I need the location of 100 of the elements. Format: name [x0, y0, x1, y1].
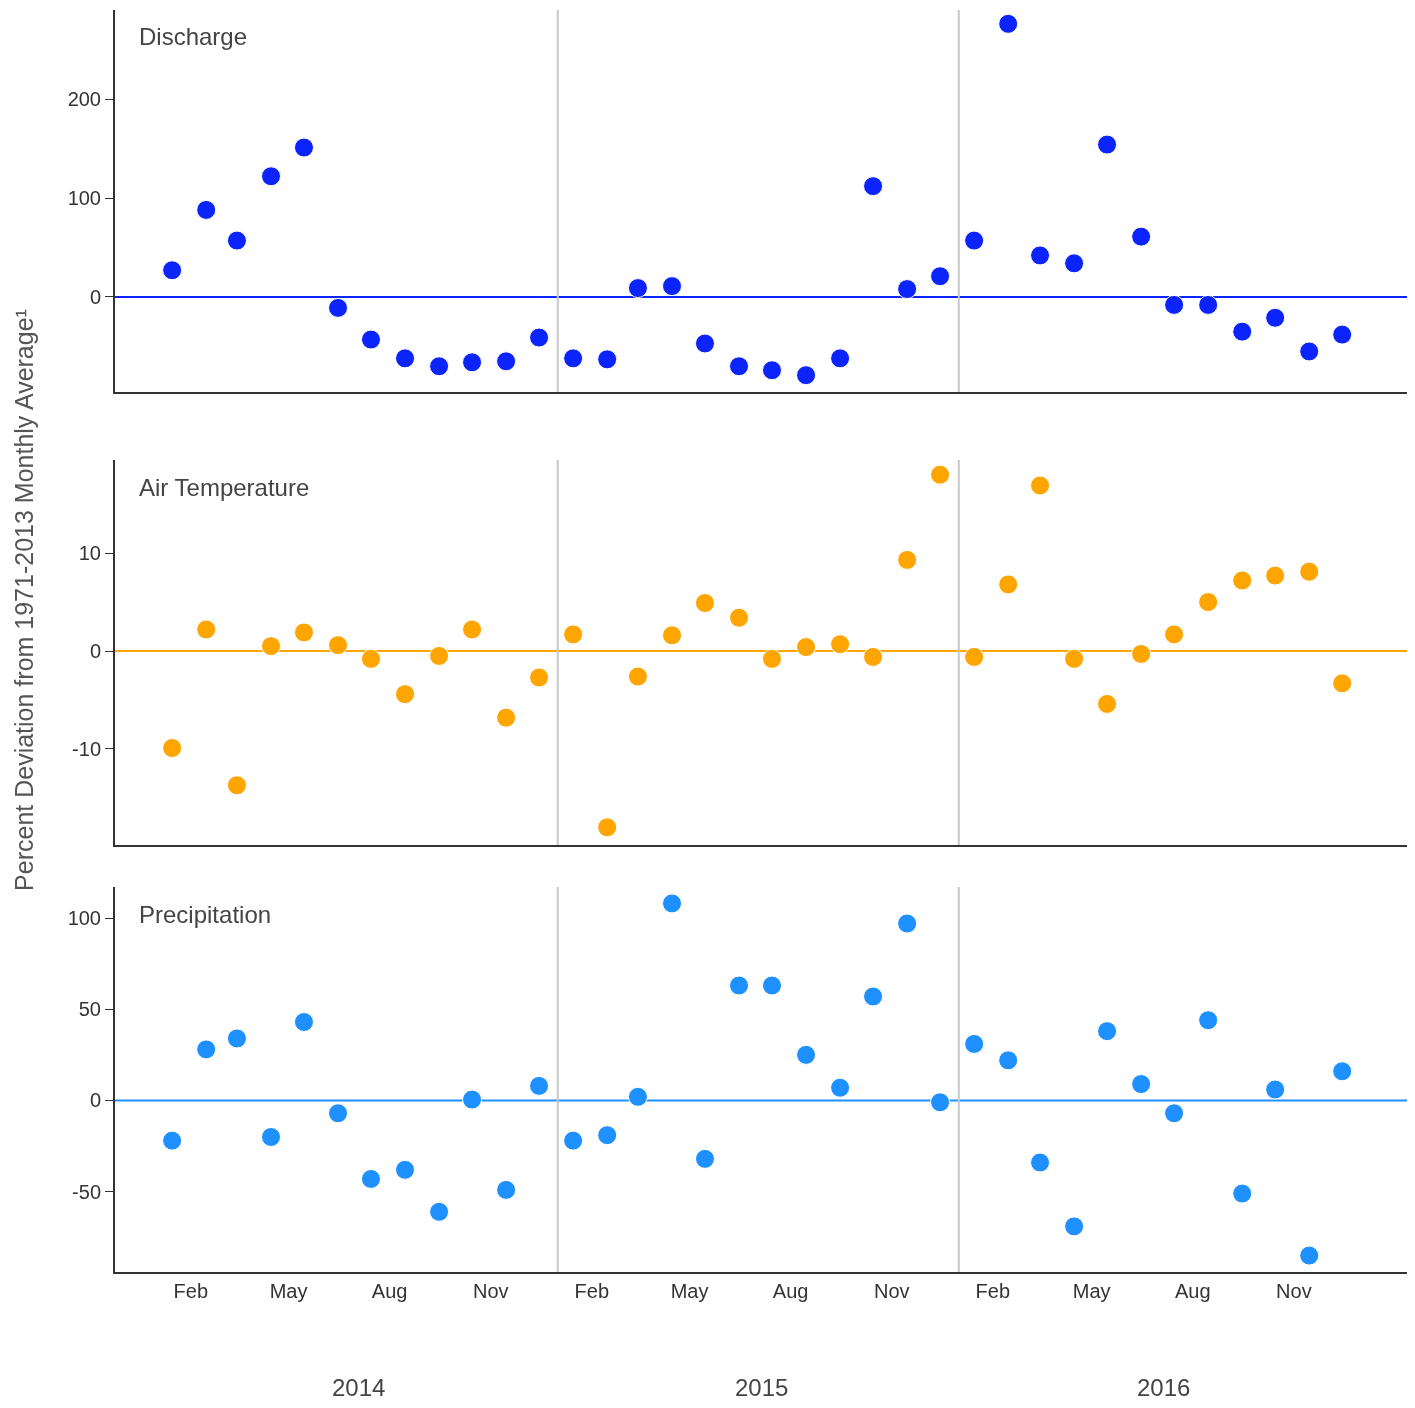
point: [830, 348, 851, 369]
point: [1299, 341, 1320, 362]
point: [328, 1103, 349, 1124]
y-tick-label: 0: [89, 640, 101, 663]
point: [1131, 1074, 1152, 1095]
point: [261, 166, 282, 187]
point: [796, 365, 817, 386]
point: [1030, 1152, 1051, 1173]
point: [529, 327, 550, 348]
point: [293, 137, 314, 158]
point: [1097, 693, 1118, 714]
point: [863, 646, 884, 667]
point: [998, 13, 1019, 34]
text: Air Temperature: [139, 474, 310, 501]
text: Discharge: [139, 23, 248, 50]
point: [694, 1148, 715, 1169]
point: [529, 1075, 550, 1096]
point: [226, 775, 247, 796]
y-tick-label: 200: [67, 88, 101, 111]
point: [293, 1012, 314, 1033]
point: [964, 230, 985, 251]
point: [1064, 1216, 1085, 1237]
point: [662, 625, 683, 646]
point: [796, 1044, 817, 1065]
point: [563, 624, 584, 645]
x-tick-label: Feb: [173, 1280, 209, 1302]
point: [563, 1130, 584, 1151]
point: [496, 707, 517, 728]
point: [1232, 321, 1253, 342]
point: [1097, 134, 1118, 155]
point: [360, 329, 381, 350]
point: [462, 619, 483, 640]
point: [1299, 561, 1320, 582]
point: [762, 648, 782, 669]
point: [360, 1168, 381, 1189]
y-tick-label: -10: [72, 737, 101, 760]
point: [1265, 565, 1286, 586]
x-tick-label: Aug: [772, 1280, 809, 1302]
point: [226, 1028, 247, 1049]
point: [897, 913, 918, 934]
point: [897, 549, 918, 570]
point: [762, 360, 782, 381]
y-tick-label: 100: [67, 907, 101, 930]
point: [729, 975, 750, 996]
point: [1131, 643, 1152, 664]
y-tick-label: -50: [72, 1180, 101, 1203]
point: [462, 1089, 483, 1110]
point: [662, 276, 683, 297]
point: [162, 738, 183, 759]
point: [496, 1179, 517, 1200]
point: [597, 349, 618, 370]
point: [1232, 1183, 1253, 1204]
point: [529, 667, 550, 688]
x-tick-label: Feb: [574, 1280, 610, 1302]
x-tick-label: May: [670, 1280, 709, 1302]
x-tick-label: May: [1072, 1280, 1111, 1302]
point: [293, 622, 314, 643]
y-tick-label: 10: [78, 542, 101, 565]
point: [1332, 673, 1353, 694]
point: [196, 199, 217, 220]
point: [360, 648, 381, 669]
point: [1164, 624, 1185, 645]
point: [429, 1201, 450, 1222]
point: [930, 1092, 951, 1113]
point: [694, 593, 715, 614]
point: [261, 1126, 282, 1147]
point: [830, 1077, 851, 1098]
point: [1198, 294, 1219, 315]
point: [196, 1039, 217, 1060]
point: [1064, 648, 1085, 669]
point: [627, 278, 648, 299]
point: [863, 176, 884, 197]
point: [597, 1125, 618, 1146]
x-tick-label: Nov: [873, 1280, 910, 1302]
y-tick-label: 100: [67, 187, 101, 210]
point: [1265, 1079, 1286, 1100]
point: [1030, 475, 1051, 496]
y-axis-title: Percent Deviation from 1971-2013 Monthly Average¹: [9, 309, 39, 891]
point: [1332, 324, 1353, 345]
point: [196, 619, 217, 640]
point: [1164, 1103, 1185, 1124]
point: [998, 574, 1019, 595]
point: [1198, 1010, 1219, 1031]
point: [1030, 245, 1051, 266]
point: [226, 230, 247, 251]
point: [395, 348, 416, 369]
point: [930, 266, 951, 287]
point: [694, 333, 715, 354]
point: [662, 893, 683, 914]
point: [1232, 570, 1253, 591]
x-tick-label: May: [269, 1280, 308, 1302]
point: [1064, 253, 1085, 274]
point: [1131, 226, 1152, 247]
point: [964, 646, 985, 667]
point: [1299, 1245, 1320, 1266]
point: [762, 975, 782, 996]
x-tick-label: Nov: [472, 1280, 509, 1302]
point: [1332, 1061, 1353, 1082]
point: [395, 1159, 416, 1180]
y-tick-label: 0: [89, 1089, 101, 1112]
